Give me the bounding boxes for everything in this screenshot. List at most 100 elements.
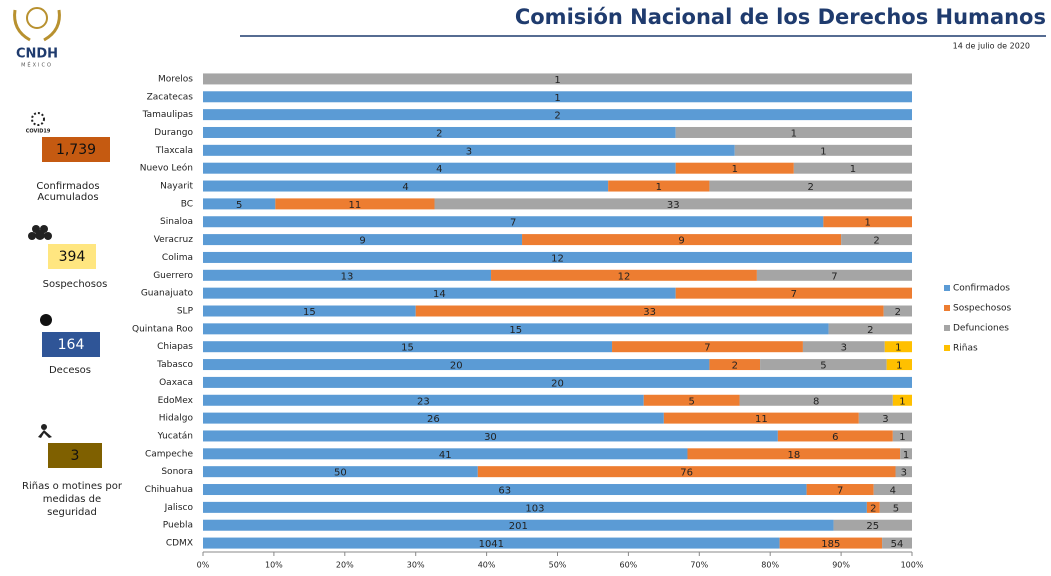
value-label: 30 <box>484 432 497 443</box>
page-title: Comisión Nacional de los Derechos Humano… <box>515 5 1046 29</box>
y-tick-label: Nayarit <box>160 182 193 192</box>
value-label: 1 <box>554 93 560 104</box>
x-tick-label: 70% <box>690 561 708 570</box>
value-label: 1 <box>791 128 797 139</box>
value-label: 26 <box>427 414 440 425</box>
bar-segment <box>491 269 757 281</box>
y-tick-label: Chihuahua <box>145 485 193 495</box>
stat-box: 3 <box>48 443 102 468</box>
y-tick-label: Tlaxcala <box>155 146 193 156</box>
x-tick-label: 50% <box>549 561 567 570</box>
y-tick-label: Tabasco <box>156 360 193 370</box>
y-tick-label: SLP <box>177 307 194 317</box>
y-tick-label: Durango <box>154 128 193 138</box>
bar-segment <box>415 305 884 317</box>
bar-segment <box>203 501 867 513</box>
value-label: 1 <box>850 164 856 175</box>
value-label: 11 <box>349 200 362 211</box>
value-label: 1041 <box>479 539 504 550</box>
legend-label: Confirmados <box>953 284 1010 294</box>
value-label: 7 <box>704 343 710 354</box>
bar-segment <box>823 216 912 228</box>
bar-segment <box>756 269 912 281</box>
value-label: 63 <box>498 486 511 497</box>
value-label: 9 <box>678 236 684 247</box>
bar-segment <box>675 287 912 299</box>
value-label: 1 <box>899 432 905 443</box>
bar-segment <box>777 430 893 442</box>
bar-segment <box>203 162 676 174</box>
value-label: 15 <box>401 343 414 354</box>
value-label: 23 <box>417 396 430 407</box>
value-label: 7 <box>510 218 516 229</box>
value-label: 13 <box>341 271 354 282</box>
y-tick-label: Quintana Roo <box>132 324 193 334</box>
value-label: 76 <box>680 468 693 479</box>
dot-icon <box>40 314 52 326</box>
value-label: 1 <box>554 75 560 86</box>
bar-segment <box>879 501 912 513</box>
y-tick-label: Morelos <box>158 74 193 84</box>
value-label: 1 <box>899 396 905 407</box>
bar-segment <box>477 466 896 478</box>
value-label: 1 <box>865 218 871 229</box>
y-tick-label: Zacatecas <box>147 92 194 102</box>
bar-segment <box>895 466 912 478</box>
bar-segment <box>203 144 735 156</box>
legend-label: Riñas <box>953 344 978 354</box>
y-tick-label: Tamaulipas <box>142 110 194 120</box>
logo-sub: MÉXICO <box>21 61 53 69</box>
stat-label: Decesos <box>48 365 92 376</box>
bar-segment <box>793 162 912 174</box>
value-label: 2 <box>436 128 442 139</box>
y-tick-label: Yucatán <box>157 431 193 441</box>
value-label: 7 <box>791 289 797 300</box>
x-tick-label: 60% <box>620 561 638 570</box>
bar-segment <box>709 180 912 192</box>
bar-segment <box>203 430 778 442</box>
bar-segment <box>883 305 912 317</box>
value-label: 3 <box>882 414 888 425</box>
value-label: 1 <box>732 164 738 175</box>
x-tick-label: 20% <box>336 561 354 570</box>
value-label: 18 <box>787 450 800 461</box>
bar-segment <box>203 359 710 371</box>
value-label: 50 <box>334 468 347 479</box>
bar-segment <box>806 484 874 496</box>
legend-label: Defunciones <box>953 324 1009 334</box>
bar-segment <box>203 73 912 85</box>
value-label: 1 <box>820 146 826 157</box>
value-label: 15 <box>303 307 316 318</box>
bar-segment <box>858 412 912 424</box>
icon-label: COVID19 <box>26 129 51 135</box>
y-tick-label: Sinaloa <box>160 217 193 227</box>
stat-label: Sospechosos <box>42 279 108 290</box>
value-label: 5 <box>893 503 899 514</box>
bar-segment <box>203 269 492 281</box>
value-label: 7 <box>837 486 843 497</box>
value-label: 2 <box>873 236 879 247</box>
y-tick-label: Guerrero <box>153 271 193 281</box>
value-label: 5 <box>236 200 242 211</box>
bar-segment <box>203 180 609 192</box>
value-label: 3 <box>901 468 907 479</box>
stat-box: 164 <box>42 332 100 357</box>
bar-segment <box>760 359 887 371</box>
bar-segment <box>709 359 761 371</box>
bar-segment <box>734 144 912 156</box>
bar-segment <box>522 234 842 246</box>
bar-segment <box>203 251 912 263</box>
value-label: 25 <box>866 521 879 532</box>
value-label: 14 <box>433 289 446 300</box>
bar-segment <box>833 519 912 531</box>
value-label: 20 <box>551 378 564 389</box>
value-label: 103 <box>525 503 544 514</box>
y-tick-label: Jalisco <box>164 503 194 513</box>
x-tick-label: 100% <box>901 561 924 570</box>
bar-segment <box>203 394 644 406</box>
y-tick-label: Guanajuato <box>141 289 194 299</box>
bar-segment <box>612 341 803 353</box>
bar-segment <box>203 341 613 353</box>
